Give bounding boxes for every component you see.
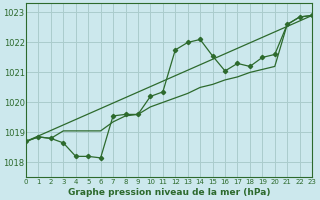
X-axis label: Graphe pression niveau de la mer (hPa): Graphe pression niveau de la mer (hPa) bbox=[68, 188, 270, 197]
